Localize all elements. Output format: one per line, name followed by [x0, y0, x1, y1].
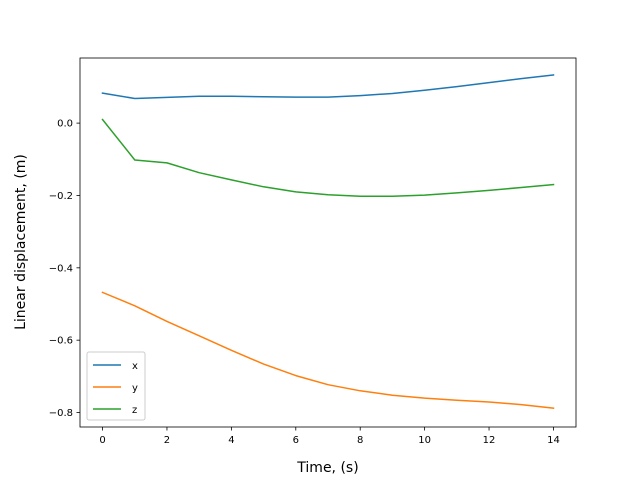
legend: xyz [86, 351, 146, 421]
x-tick-label: 6 [293, 435, 299, 446]
x-tick-label: 10 [418, 435, 431, 446]
x-tick-label: 8 [357, 435, 363, 446]
y-axis-label: Linear displacement, (m) [13, 154, 29, 330]
series-line-y [101, 291, 555, 410]
legend-label-x: x [132, 361, 138, 372]
plot-frame [79, 57, 577, 428]
x-tick-label: 12 [483, 435, 496, 446]
y-tick-label: 0.0 [57, 119, 73, 130]
series-line-z [101, 118, 555, 197]
y-tick-label: −0.6 [49, 336, 73, 347]
legend-label-y: y [132, 383, 138, 394]
legend-box [86, 351, 146, 421]
x-tick-label: 2 [164, 435, 170, 446]
plot-area [80, 58, 576, 427]
series-layer [101, 74, 555, 410]
y-tick-label: −0.4 [49, 263, 73, 274]
x-axis-label: Time, (s) [296, 460, 358, 476]
y-tick-label: −0.8 [49, 408, 73, 419]
legend-label-z: z [132, 405, 137, 416]
y-tick-label: −0.2 [49, 191, 73, 202]
series-line-x [101, 74, 555, 100]
x-tick-label: 4 [228, 435, 234, 446]
x-axis-ticks: 0 2 4 6 8 10 12 14 [99, 427, 560, 446]
x-tick-label: 0 [99, 435, 105, 446]
x-tick-label: 14 [547, 435, 560, 446]
y-axis-ticks: −0.8 −0.6 −0.4 −0.2 0.0 [49, 119, 80, 419]
